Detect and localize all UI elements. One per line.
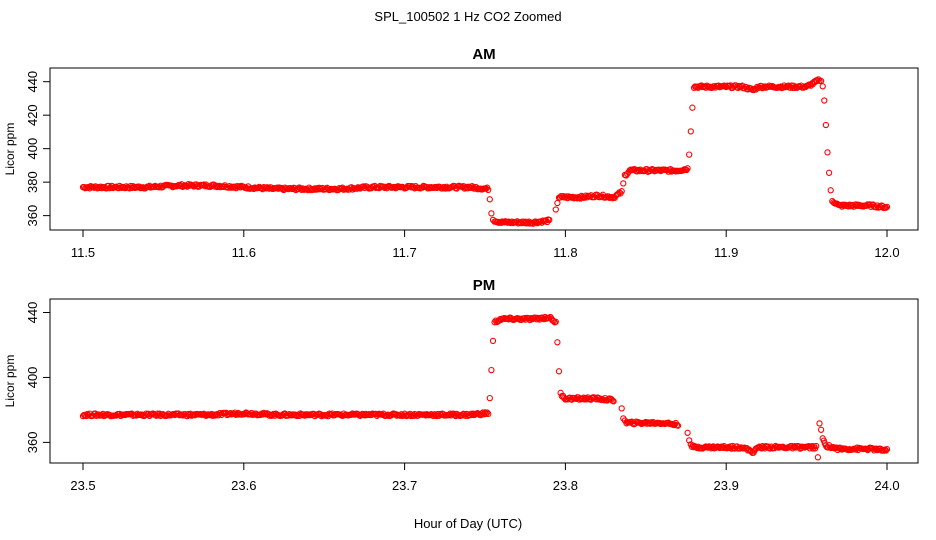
data-point xyxy=(546,216,553,224)
data-point xyxy=(760,84,767,91)
data-point xyxy=(839,201,847,208)
data-point xyxy=(483,409,491,416)
x-tick-label: 23.8 xyxy=(553,478,578,493)
data-points xyxy=(79,76,891,227)
data-point xyxy=(488,210,495,217)
x-tick-label: 12.0 xyxy=(874,245,899,260)
data-point xyxy=(684,165,691,172)
x-tick-label: 23.6 xyxy=(231,478,256,493)
y-tick-label: 400 xyxy=(25,367,40,389)
data-point xyxy=(750,86,757,94)
y-tick-label: 400 xyxy=(25,138,40,160)
x-tick-label: 11.8 xyxy=(553,245,577,260)
x-tick-label: 11.6 xyxy=(232,245,256,260)
data-point xyxy=(686,151,693,158)
data-point xyxy=(226,411,233,418)
am-panel: AM Licor ppm 11.5 11.6 11.7 11.8 11.9 12.0 360 38… xyxy=(3,46,919,260)
data-point xyxy=(275,185,282,192)
data-point xyxy=(489,337,497,345)
data-point xyxy=(310,186,317,193)
data-point xyxy=(880,447,887,454)
x-tick-label: 23.7 xyxy=(392,478,417,493)
y-tick-label: 420 xyxy=(25,104,40,126)
data-point xyxy=(482,410,490,418)
y-axis-label: Licor ppm xyxy=(3,355,17,408)
x-tick-label: 11.5 xyxy=(71,245,95,260)
data-point xyxy=(572,194,580,201)
data-point xyxy=(488,366,495,374)
panel-title: AM xyxy=(472,46,495,63)
data-point xyxy=(554,199,561,207)
data-point xyxy=(686,437,693,444)
data-point xyxy=(555,368,563,375)
x-axis-label: Hour of Day (UTC) xyxy=(414,516,522,531)
data-point xyxy=(883,203,891,211)
data-point xyxy=(485,186,492,194)
x-tick-label: 11.7 xyxy=(392,245,416,260)
data-point xyxy=(819,83,826,90)
data-point xyxy=(814,77,821,84)
y-tick-label: 360 xyxy=(25,205,40,227)
data-point xyxy=(674,422,682,429)
data-point xyxy=(882,204,890,211)
x-tick-label: 24.0 xyxy=(874,478,899,493)
data-point xyxy=(817,426,825,433)
y-tick-label: 440 xyxy=(25,302,40,324)
data-point xyxy=(552,206,559,213)
data-point xyxy=(554,339,561,346)
data-point xyxy=(687,128,694,135)
data-point xyxy=(822,121,830,129)
data-point xyxy=(824,149,831,156)
x-tick-label: 23.5 xyxy=(70,478,95,493)
data-point xyxy=(724,444,731,452)
data-point xyxy=(267,411,274,418)
data-point xyxy=(827,187,834,194)
data-points xyxy=(79,313,891,461)
x-tick-label: 11.9 xyxy=(714,245,738,260)
data-point xyxy=(813,442,820,450)
data-point xyxy=(481,409,489,416)
data-point xyxy=(485,410,492,418)
data-point xyxy=(468,411,476,418)
y-tick-label: 440 xyxy=(25,71,40,93)
pm-panel: PM Licor ppm 23.5 23.6 23.7 23.8 23.9 24.0 360 40… xyxy=(3,277,919,493)
data-point xyxy=(814,454,822,461)
data-point xyxy=(308,186,315,194)
data-point xyxy=(432,183,439,191)
data-point xyxy=(882,447,890,454)
plot-frame xyxy=(49,67,919,231)
data-point xyxy=(618,188,625,195)
data-point xyxy=(486,394,493,402)
plot-frame xyxy=(49,298,919,464)
data-point xyxy=(618,405,625,412)
data-point xyxy=(883,446,891,453)
data-point xyxy=(791,442,798,450)
x-tick-label: 23.9 xyxy=(714,478,739,493)
data-point xyxy=(852,201,860,208)
data-point xyxy=(620,180,627,187)
y-tick-label: 360 xyxy=(25,432,40,454)
data-point xyxy=(825,169,833,176)
panel-title: PM xyxy=(473,277,496,294)
data-point xyxy=(816,420,823,427)
figure-title: SPL_100502 1 Hz CO2 Zoomed xyxy=(374,9,561,24)
data-point xyxy=(486,196,493,203)
data-point xyxy=(689,104,696,111)
data-point xyxy=(273,184,281,191)
y-tick-label: 380 xyxy=(25,171,40,193)
data-point xyxy=(821,97,828,104)
data-point xyxy=(684,429,691,436)
data-point xyxy=(552,318,559,325)
data-point xyxy=(610,398,617,405)
y-axis-label: Licor ppm xyxy=(3,123,17,176)
